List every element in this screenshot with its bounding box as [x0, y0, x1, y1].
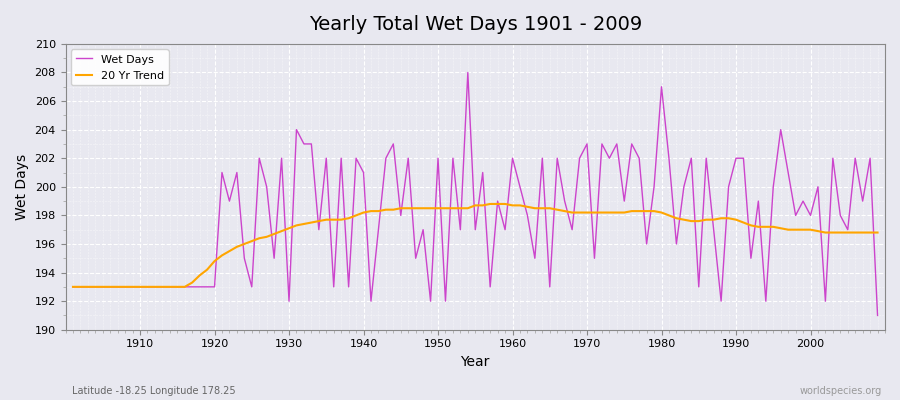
Wet Days	[127, 284, 138, 289]
20 Yr Trend	[485, 202, 496, 206]
Text: worldspecies.org: worldspecies.org	[800, 386, 882, 396]
Wet Days	[463, 70, 473, 75]
20 Yr Trend	[604, 210, 615, 215]
20 Yr Trend	[507, 203, 517, 208]
Line: Wet Days: Wet Days	[73, 72, 878, 316]
Title: Yearly Total Wet Days 1901 - 2009: Yearly Total Wet Days 1901 - 2009	[309, 15, 642, 34]
Legend: Wet Days, 20 Yr Trend: Wet Days, 20 Yr Trend	[71, 50, 168, 86]
Wet Days	[872, 313, 883, 318]
Wet Days	[604, 156, 615, 161]
Wet Days	[291, 127, 302, 132]
20 Yr Trend	[515, 203, 526, 208]
20 Yr Trend	[127, 284, 138, 289]
Y-axis label: Wet Days: Wet Days	[15, 154, 29, 220]
Wet Days	[507, 156, 517, 161]
Wet Days	[336, 156, 346, 161]
20 Yr Trend	[872, 230, 883, 235]
20 Yr Trend	[68, 284, 78, 289]
Wet Days	[515, 184, 526, 189]
Wet Days	[68, 284, 78, 289]
20 Yr Trend	[291, 223, 302, 228]
X-axis label: Year: Year	[461, 355, 490, 369]
Line: 20 Yr Trend: 20 Yr Trend	[73, 204, 878, 287]
20 Yr Trend	[336, 217, 346, 222]
Text: Latitude -18.25 Longitude 178.25: Latitude -18.25 Longitude 178.25	[72, 386, 236, 396]
